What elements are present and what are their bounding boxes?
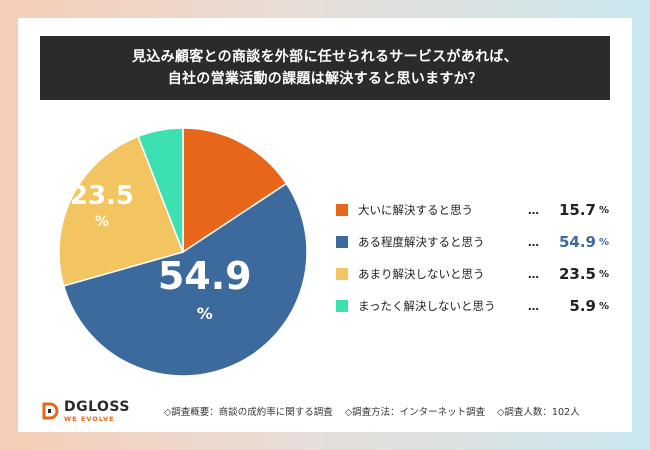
- pie-slice-4: [137, 127, 184, 253]
- legend-dots: …: [528, 299, 539, 313]
- dgloss-logo: DGLOSS WE EVOLVE: [40, 400, 150, 423]
- legend-swatch: [336, 236, 348, 248]
- legend-unit: %: [599, 268, 610, 280]
- legend-item: ある程度解決すると思う … 54.9%: [336, 226, 621, 258]
- survey-notes: ◇調査概要：商談の成約率に関する調査 ◇調査方法：インターネット調査 ◇調査人数…: [164, 404, 592, 418]
- legend: 大いに解決すると思う… 15.7% ある程度解決すると思う… 54.9% あまり解決しな…: [336, 194, 621, 322]
- legend-swatch: [336, 268, 348, 280]
- pie-value-label-2: 54.9: [158, 254, 252, 298]
- legend-value: 23.5: [558, 265, 596, 283]
- survey-method-note: ◇調査方法：インターネット調査: [344, 407, 486, 418]
- dgloss-logo-icon: [42, 402, 59, 420]
- legend-swatch: [336, 300, 348, 312]
- legend-label: 大いに解決すると思う: [358, 203, 473, 217]
- chart-title-line1: 見込み顧客との商談を外部に任せられるサービスがあれば、: [132, 49, 518, 65]
- pie-slice-2: [62, 182, 308, 377]
- legend-label: まったく解決しないと思う: [358, 299, 496, 313]
- legend-item: あまり解決しないと思う … 23.5%: [336, 258, 621, 290]
- legend-unit: %: [599, 236, 610, 248]
- legend-label: ある程度解決すると思う: [358, 235, 485, 249]
- pie-unit-label-2: %: [197, 304, 213, 323]
- legend-dots: …: [528, 203, 539, 217]
- pie-chart: 54.9% 23.5%: [58, 127, 308, 377]
- legend-item: まったく解決しないと思う … 5.9%: [336, 290, 621, 322]
- legend-value: 54.9: [558, 233, 596, 251]
- chart-title-line2: 自社の営業活動の課題は解決すると思いますか？: [167, 71, 483, 87]
- legend-value: 15.7: [558, 201, 596, 219]
- legend-unit: %: [599, 204, 610, 216]
- legend-label: あまり解決しないと思う: [358, 267, 485, 281]
- pie-slice-1: [182, 127, 288, 254]
- legend-dots: …: [528, 235, 539, 249]
- legend-dots: …: [528, 267, 539, 281]
- chart-card: 見込み顧客との商談を外部に任せられるサービスがあれば、 自社の営業活動の課題は解…: [18, 18, 632, 432]
- logo-name: DGLOSS: [64, 398, 130, 415]
- logo-tagline: WE EVOLVE: [64, 414, 115, 423]
- survey-overview-note: ◇調査概要：商談の成約率に関する調査: [164, 407, 333, 418]
- survey-count-note: ◇調査人数：102人: [497, 407, 580, 418]
- pie-value-label-3: 23.5: [70, 181, 134, 211]
- legend-value: 5.9: [569, 297, 596, 315]
- legend-unit: %: [599, 300, 610, 312]
- chart-title: 見込み顧客との商談を外部に任せられるサービスがあれば、 自社の営業活動の課題は解…: [40, 36, 610, 100]
- footer: DGLOSS WE EVOLVE ◇調査概要：商談の成約率に関する調査 ◇調査方…: [40, 398, 620, 424]
- pie-unit-label-3: %: [95, 214, 109, 230]
- legend-swatch: [336, 204, 348, 216]
- legend-item: 大いに解決すると思う … 15.7%: [336, 194, 621, 226]
